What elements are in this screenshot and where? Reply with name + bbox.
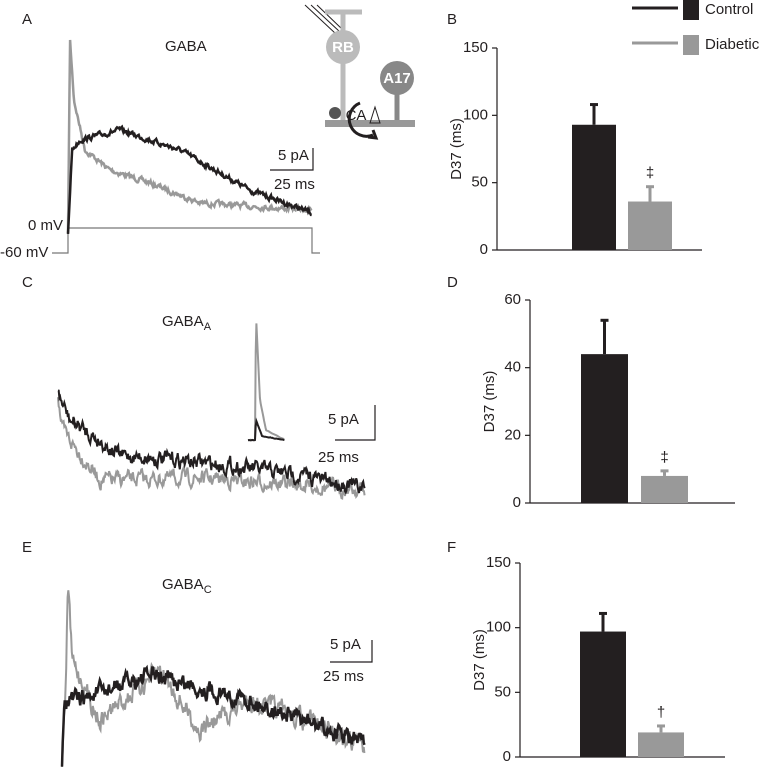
y-tick-label: 150 xyxy=(463,39,488,56)
significance-mark: † xyxy=(657,704,665,721)
trace-title-sub: C xyxy=(204,584,212,596)
legend-swatch xyxy=(683,0,699,20)
diagram-label: A17 xyxy=(383,70,411,87)
y-tick-label: 0 xyxy=(503,748,511,765)
y-tick-label: 100 xyxy=(486,619,511,636)
scale-label: 5 pA xyxy=(278,147,309,164)
y-axis-label: D37 (ms) xyxy=(481,371,498,433)
trace-title-main: GABA xyxy=(162,313,204,330)
current-trace xyxy=(247,323,285,442)
y-axis-label: D37 (ms) xyxy=(448,118,465,180)
channel xyxy=(329,107,341,119)
y-axis-label: D37 (ms) xyxy=(471,629,488,691)
scale-label: 5 pA xyxy=(330,636,361,653)
bar xyxy=(628,201,672,250)
current-trace xyxy=(57,389,366,495)
current-trace xyxy=(60,664,366,767)
trace-title-main: GABA xyxy=(162,576,204,593)
circuit-diagram: RB A17 CA xyxy=(304,4,415,140)
voltage-label: 0 mV xyxy=(28,217,63,234)
trace-title: GABAA xyxy=(162,313,212,333)
panel-letter: F xyxy=(447,539,456,556)
panel-letter: C xyxy=(22,274,33,291)
scale-label: 5 pA xyxy=(328,411,359,428)
trace-title: GABAC xyxy=(162,576,212,596)
bar xyxy=(581,354,628,503)
current-trace xyxy=(61,590,366,767)
diagram-label: RB xyxy=(332,39,354,56)
legend-label: Control xyxy=(705,1,753,18)
current-trace xyxy=(247,417,285,442)
y-tick-label: 150 xyxy=(486,554,511,571)
bar xyxy=(572,124,616,250)
panel-letter: D xyxy=(447,274,458,291)
y-tick-label: 0 xyxy=(480,241,488,258)
panel-letter: A xyxy=(22,11,32,28)
electrode xyxy=(304,4,344,35)
bar xyxy=(580,631,626,757)
y-tick-label: 40 xyxy=(504,359,521,376)
scale-bar xyxy=(330,640,373,663)
rb-soma xyxy=(326,30,360,64)
voltage-label: -60 mV xyxy=(0,244,48,261)
significance-mark: ‡ xyxy=(646,165,654,182)
current-trace xyxy=(66,124,313,234)
panel-letter: B xyxy=(447,11,457,28)
y-tick-label: 0 xyxy=(513,494,521,511)
scale-label: 25 ms xyxy=(323,668,364,685)
trace-title: GABA xyxy=(165,38,207,55)
feedback-arrow xyxy=(347,101,379,140)
scale-bar xyxy=(270,148,314,171)
scale-bar xyxy=(335,405,376,441)
significance-mark: ‡ xyxy=(660,449,668,466)
trace-title-sub: A xyxy=(204,321,212,333)
y-tick-label: 50 xyxy=(494,683,511,700)
a17-soma xyxy=(380,61,414,95)
bar xyxy=(638,732,684,757)
y-tick-label: 20 xyxy=(504,426,521,443)
voltage-step xyxy=(52,227,320,254)
triangle-symbol xyxy=(369,105,381,124)
y-tick-label: 60 xyxy=(504,291,521,308)
legend-label: Diabetic xyxy=(705,36,760,53)
bar xyxy=(641,475,688,503)
scale-label: 25 ms xyxy=(274,176,315,193)
current-trace xyxy=(66,39,313,234)
y-tick-label: 50 xyxy=(471,174,488,191)
scale-label: 25 ms xyxy=(318,449,359,466)
current-trace xyxy=(57,397,366,500)
legend-swatch xyxy=(683,35,699,55)
panel-letter: E xyxy=(22,539,32,556)
y-tick-label: 100 xyxy=(463,106,488,123)
